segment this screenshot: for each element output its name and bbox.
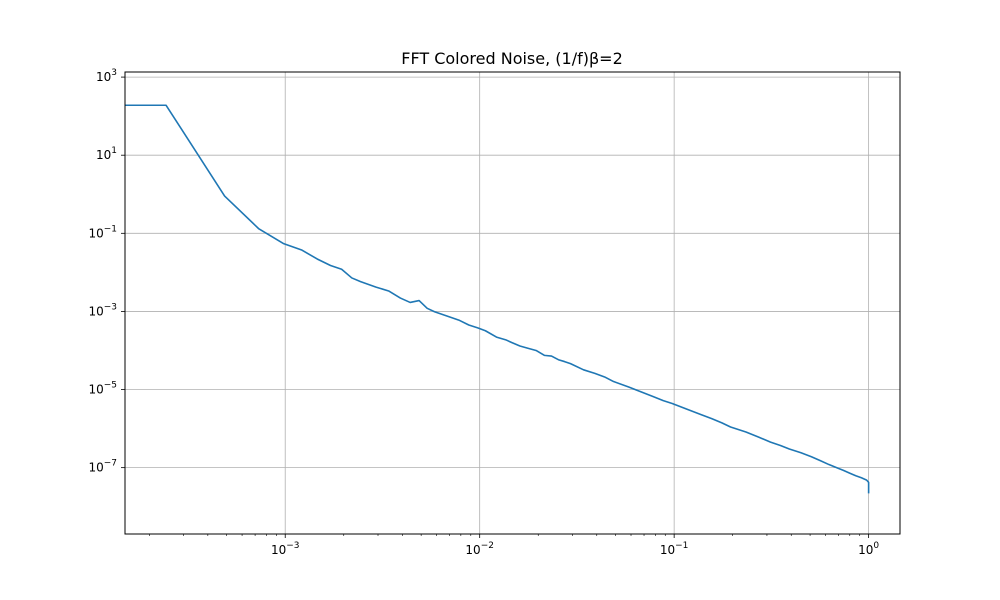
y-tick-exponent: −5 xyxy=(104,381,117,391)
x-tick-label: 100 xyxy=(858,541,879,557)
x-tick-base: 10 xyxy=(271,543,286,557)
grid xyxy=(125,72,900,534)
series-line-0 xyxy=(125,104,870,494)
y-tick-exponent: 3 xyxy=(111,68,117,78)
y-tick-label: 10−5 xyxy=(88,381,117,397)
chart-title: FFT Colored Noise, (1/f)β=2 xyxy=(401,49,623,68)
x-tick-base: 10 xyxy=(465,543,480,557)
y-tick-label: 10−1 xyxy=(88,224,117,240)
y-tick-base: 10 xyxy=(88,226,103,240)
x-tick-exponent: −3 xyxy=(286,541,299,551)
y-tick-base: 10 xyxy=(88,304,103,318)
y-tick-base: 10 xyxy=(96,70,111,84)
series-layer xyxy=(125,104,870,494)
x-tick-label: 10−2 xyxy=(465,541,494,557)
x-tick-exponent: −2 xyxy=(481,541,494,551)
y-tick-base: 10 xyxy=(96,148,111,162)
y-tick-exponent: 1 xyxy=(111,146,117,156)
x-tick-exponent: −1 xyxy=(675,541,688,551)
x-tick-label: 10−1 xyxy=(660,541,689,557)
y-tick-exponent: −3 xyxy=(104,302,117,312)
y-tick-exponent: −7 xyxy=(104,459,117,469)
y-tick-label: 10−7 xyxy=(88,459,117,475)
y-tick-label: 10−3 xyxy=(88,302,117,318)
y-tick-base: 10 xyxy=(88,383,103,397)
x-tick-base: 10 xyxy=(660,543,675,557)
y-tick-base: 10 xyxy=(88,461,103,475)
plot-frame xyxy=(124,71,901,535)
x-tick-base: 10 xyxy=(858,543,873,557)
x-tick-label: 10−3 xyxy=(271,541,300,557)
x-tick-exponent: 0 xyxy=(873,541,879,551)
y-tick-label: 101 xyxy=(96,146,117,162)
y-tick-exponent: −1 xyxy=(104,224,117,234)
y-tick-label: 103 xyxy=(96,68,117,84)
